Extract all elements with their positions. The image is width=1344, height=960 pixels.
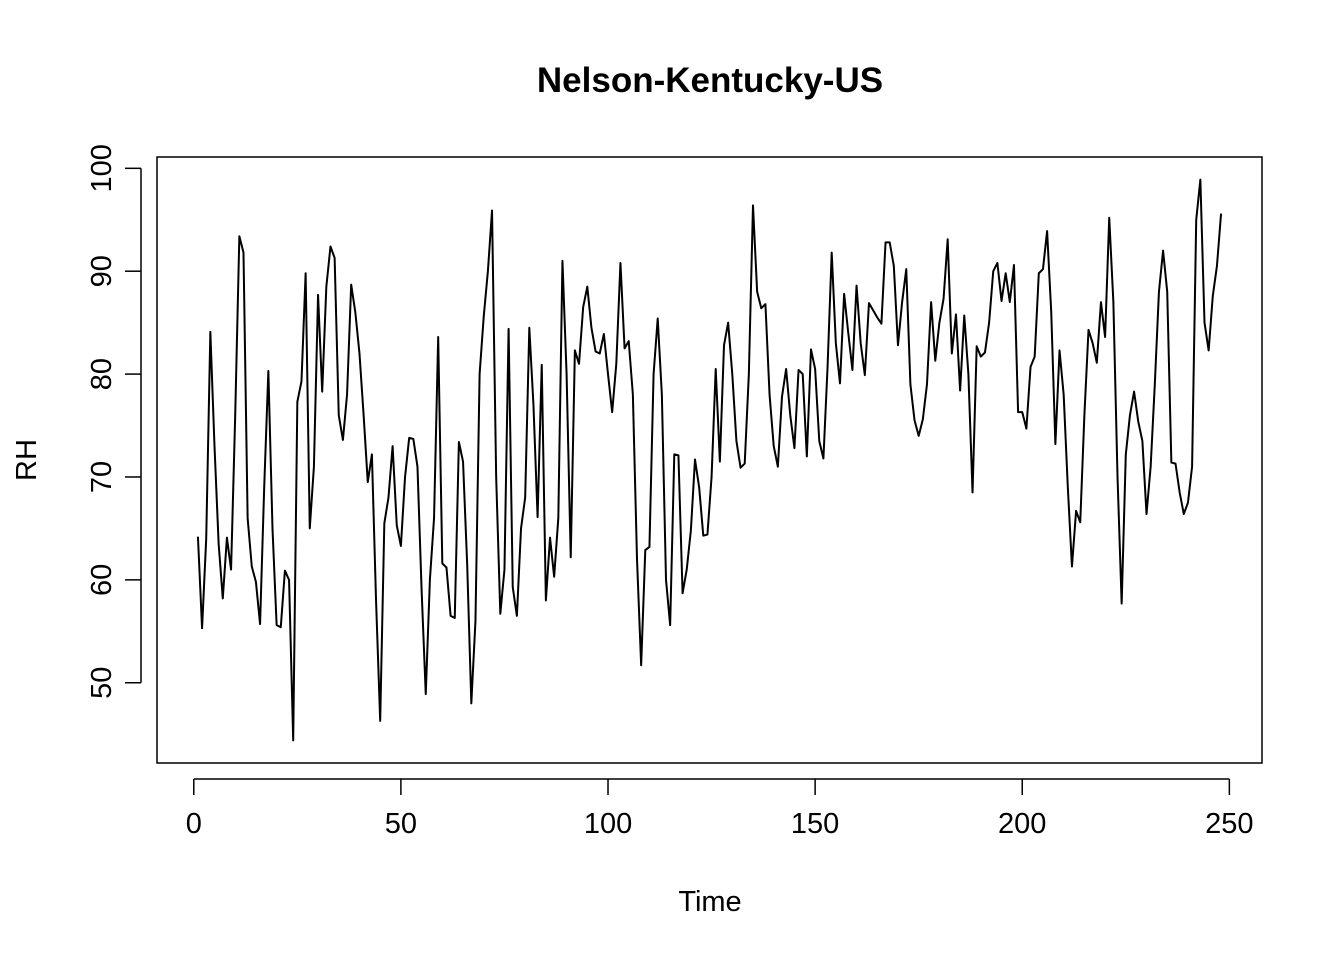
x-tick-label: 200 (998, 808, 1046, 840)
y-tick-label: 60 (86, 564, 118, 596)
y-tick-label: 70 (86, 461, 118, 493)
plot-frame (156, 156, 1263, 764)
y-tick-label: 90 (86, 255, 118, 287)
x-tick-label: 50 (385, 808, 417, 840)
y-tick-label: 80 (86, 358, 118, 390)
y-tick-label: 100 (86, 144, 118, 192)
x-tick-label: 100 (584, 808, 632, 840)
y-tick-label: 50 (86, 667, 118, 699)
x-tick-label: 0 (186, 808, 202, 840)
x-tick-label: 150 (791, 808, 839, 840)
x-tick-label: 250 (1205, 808, 1253, 840)
data-line (196, 178, 1223, 742)
chart-title: Nelson-Kentucky-US (537, 61, 883, 100)
x-axis-label: Time (678, 886, 741, 918)
y-axis-label: RH (11, 439, 43, 481)
